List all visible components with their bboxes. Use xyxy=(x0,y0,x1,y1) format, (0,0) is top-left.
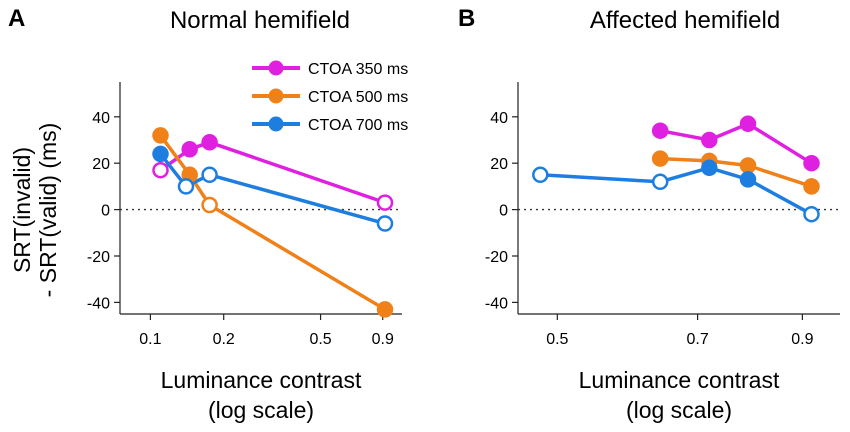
panel-b-marker-ctoa-350-ms xyxy=(651,122,669,139)
panel-b-x-axis-title-line2: (log scale) xyxy=(626,397,732,423)
panel-b-y-tick-label: -20 xyxy=(485,249,508,266)
panel-a-x-tick-label: 0.5 xyxy=(309,331,331,348)
panel-a-marker-ctoa-350-ms xyxy=(201,134,218,151)
y-axis-title-line2: - SRT(valid) (ms) xyxy=(35,123,61,298)
legend-marker-ctoa-700 xyxy=(268,116,284,132)
legend-marker-ctoa-500 xyxy=(268,88,284,104)
panel-b-marker-ctoa-700-ms xyxy=(532,166,549,184)
y-axis-title-line1: SRT(invalid) xyxy=(9,147,35,273)
panel-a: A Normal hemifield Luminance contrast (l… xyxy=(8,5,402,423)
panel-a-y-tick-label: -20 xyxy=(87,249,110,266)
panel-a-marker-ctoa-700-ms xyxy=(177,178,195,195)
panel-b-y-tick-label: 40 xyxy=(490,110,508,127)
panel-b-x-tick-label: 0.7 xyxy=(686,331,708,348)
panel-a-markers xyxy=(152,127,394,318)
panel-b-marker-ctoa-700-ms xyxy=(739,171,757,188)
panel-a-marker-ctoa-700-ms xyxy=(376,215,394,232)
legend-label-ctoa-500: CTOA 500 ms xyxy=(308,89,408,106)
panel-b-y-tick-label: -40 xyxy=(485,295,508,312)
panel-b-marker-ctoa-700-ms xyxy=(651,173,669,191)
panel-a-marker-ctoa-350-ms xyxy=(181,141,198,158)
panel-b-marker-ctoa-700-ms xyxy=(701,159,718,177)
panel-b-x-tick-label: 0.9 xyxy=(791,331,813,348)
panel-a-letter: A xyxy=(8,5,25,32)
panel-a-marker-ctoa-500-ms xyxy=(152,127,169,144)
panel-a-x-axis-title-line1: Luminance contrast xyxy=(161,367,362,393)
panel-a-marker-ctoa-350-ms xyxy=(376,194,394,211)
panel-a-y-tick-label: 40 xyxy=(92,110,110,127)
panel-a-x-tick-label: 0.2 xyxy=(213,331,235,348)
panel-b-marker-ctoa-500-ms xyxy=(739,157,757,174)
panel-b-series-lines xyxy=(538,122,814,216)
panel-a-axes: 40 20 0 -20 -40 0.1 0.2 0.5 0.9 xyxy=(87,82,402,348)
legend-marker-ctoa-350 xyxy=(268,60,284,76)
panel-b: B Affected hemifield Luminance contrast … xyxy=(458,5,840,423)
panel-b-x-tick-label: 0.5 xyxy=(546,331,568,348)
panel-b-marker-ctoa-500-ms xyxy=(651,150,669,167)
panel-a-x-tick-label: 0.1 xyxy=(139,331,161,348)
legend-label-ctoa-700: CTOA 700 ms xyxy=(308,117,408,134)
panel-a-x-tick-label: 0.9 xyxy=(372,331,394,348)
panel-a-y-tick-label: 0 xyxy=(101,203,110,220)
legend: CTOA 350 ms CTOA 500 ms CTOA 700 ms xyxy=(252,60,408,134)
panel-a-y-tick-label: 20 xyxy=(92,156,110,173)
panel-b-series-line-ctoa-350-ms xyxy=(658,122,814,165)
panel-a-marker-ctoa-700-ms xyxy=(152,145,169,163)
panel-b-marker-ctoa-700-ms xyxy=(803,205,820,223)
panel-b-title: Affected hemifield xyxy=(590,7,780,34)
panel-b-marker-ctoa-350-ms xyxy=(739,115,757,133)
panel-a-series-line-ctoa-500-ms xyxy=(158,133,387,312)
panel-a-marker-ctoa-500-ms xyxy=(376,301,394,318)
panel-b-marker-ctoa-350-ms xyxy=(803,154,820,172)
panel-a-marker-ctoa-500-ms xyxy=(201,196,218,214)
panel-a-series-line-ctoa-350-ms xyxy=(158,140,387,205)
panel-a-series-lines xyxy=(158,133,387,312)
panel-a-marker-ctoa-700-ms xyxy=(201,166,218,184)
panel-b-y-tick-label: 20 xyxy=(490,156,508,173)
panel-b-marker-ctoa-350-ms xyxy=(701,131,718,149)
panel-b-series-line-ctoa-500-ms xyxy=(658,156,814,189)
panel-a-marker-ctoa-350-ms xyxy=(152,161,169,179)
legend-label-ctoa-350: CTOA 350 ms xyxy=(308,61,408,78)
panel-b-markers xyxy=(532,115,820,223)
panel-b-x-axis-title-line1: Luminance contrast xyxy=(579,367,780,393)
panel-a-series-line-ctoa-700-ms xyxy=(158,152,387,226)
panel-b-y-tick-label: 0 xyxy=(499,203,508,220)
panel-b-axes: 40 20 0 -20 -40 0.5 0.7 0.9 xyxy=(485,82,840,348)
panel-a-y-tick-label: -40 xyxy=(87,295,110,312)
panel-b-letter: B xyxy=(458,5,475,32)
panel-b-marker-ctoa-500-ms xyxy=(803,178,820,195)
panel-a-x-axis-title-line2: (log scale) xyxy=(208,397,314,423)
panel-a-title: Normal hemifield xyxy=(170,7,350,34)
